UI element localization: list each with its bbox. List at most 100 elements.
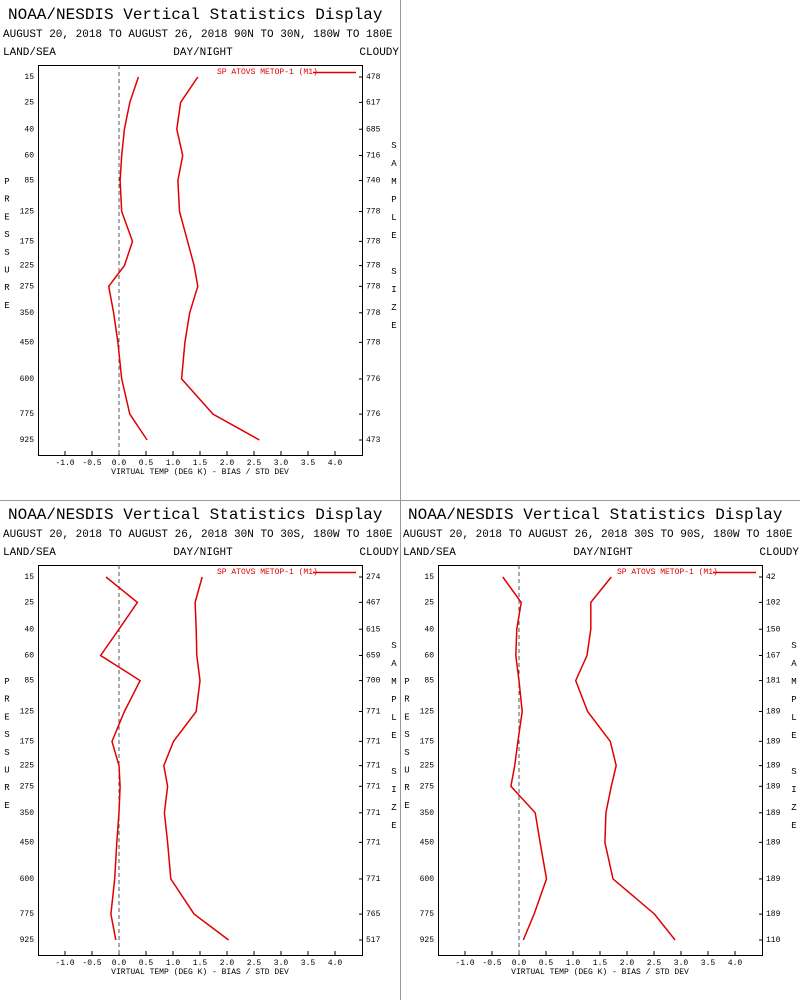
x-tick-label: 2.0 bbox=[620, 959, 635, 968]
y-tick-label: 60 bbox=[24, 652, 34, 661]
chart-subtitle: AUGUST 20, 2018 TO AUGUST 26, 2018 30S T… bbox=[403, 529, 793, 541]
y-tick-label: 15 bbox=[424, 573, 434, 582]
sample-size-label: 771 bbox=[366, 737, 381, 746]
sample-size-label: 685 bbox=[366, 125, 381, 134]
day-night-label: DAY/NIGHT bbox=[173, 547, 233, 559]
y-tick-label: 85 bbox=[24, 177, 34, 186]
sample-size-label: 778 bbox=[366, 262, 381, 271]
sample-size-label: 150 bbox=[766, 625, 781, 634]
x-tick-label: -0.5 bbox=[482, 959, 501, 968]
land-sea-label: LAND/SEA bbox=[3, 47, 56, 59]
sample-size-label: 473 bbox=[366, 436, 381, 445]
x-tick-label: 1.0 bbox=[566, 959, 581, 968]
y-tick-label: 15 bbox=[24, 73, 34, 82]
y-tick-label: 925 bbox=[20, 936, 35, 945]
x-axis-label: VIRTUAL TEMP (DEG K) - BIAS / STD DEV bbox=[111, 968, 289, 977]
plot-frame bbox=[38, 565, 363, 956]
x-tick-label: -0.5 bbox=[82, 459, 101, 468]
sample-size-label: 617 bbox=[366, 98, 381, 107]
sample-size-label: 189 bbox=[766, 809, 781, 818]
x-tick-label: 1.0 bbox=[166, 459, 181, 468]
y-tick-label: 175 bbox=[20, 237, 35, 246]
sample-size-label: 716 bbox=[366, 152, 381, 161]
sample-size-label: 778 bbox=[366, 237, 381, 246]
sample-size-label: 274 bbox=[366, 573, 381, 582]
day-night-label: DAY/NIGHT bbox=[573, 547, 633, 559]
y-tick-label: 600 bbox=[20, 375, 35, 384]
legend-label: SP ATOVS METOP-1 (M1) bbox=[217, 68, 318, 77]
sample-size-label: 181 bbox=[766, 677, 781, 686]
sample-size-label: 778 bbox=[366, 309, 381, 318]
sample-size-label: 771 bbox=[366, 782, 381, 791]
y-tick-label: 25 bbox=[24, 98, 34, 107]
x-tick-label: 0.0 bbox=[112, 459, 127, 468]
x-tick-label: 1.5 bbox=[193, 959, 208, 968]
sample-size-label: 517 bbox=[366, 936, 381, 945]
x-tick-label: -1.0 bbox=[455, 959, 474, 968]
x-tick-label: 0.0 bbox=[512, 959, 527, 968]
sample-size-label: 478 bbox=[366, 73, 381, 82]
y-tick-label: 85 bbox=[24, 677, 34, 686]
y-tick-label: 25 bbox=[24, 598, 34, 607]
x-tick-label: 3.0 bbox=[674, 959, 689, 968]
sample-size-label: 102 bbox=[766, 598, 781, 607]
y-tick-label: 60 bbox=[424, 652, 434, 661]
sample-size-label: 776 bbox=[366, 410, 381, 419]
x-tick-label: 3.0 bbox=[274, 959, 289, 968]
x-tick-label: 0.5 bbox=[539, 959, 554, 968]
sample-size-label: 771 bbox=[366, 809, 381, 818]
sample-size-label: 167 bbox=[766, 652, 781, 661]
y-tick-label: 925 bbox=[20, 436, 35, 445]
x-tick-label: 0.5 bbox=[139, 459, 154, 468]
y-tick-label: 40 bbox=[424, 625, 434, 634]
x-tick-label: 4.0 bbox=[328, 459, 343, 468]
sample-size-label: 659 bbox=[366, 652, 381, 661]
chart-subtitle: AUGUST 20, 2018 TO AUGUST 26, 2018 30N T… bbox=[3, 529, 393, 541]
sample-size-label: 765 bbox=[366, 910, 381, 919]
y-tick-label: 925 bbox=[420, 936, 435, 945]
chart-title: NOAA/NESDIS Vertical Statistics Display bbox=[8, 6, 383, 24]
y-tick-label: 450 bbox=[20, 338, 35, 347]
y-tick-label: 175 bbox=[20, 737, 35, 746]
sample-size-label: 467 bbox=[366, 598, 381, 607]
y-tick-label: 125 bbox=[20, 708, 35, 717]
sample-size-label: 771 bbox=[366, 708, 381, 717]
legend-label: SP ATOVS METOP-1 (M1) bbox=[217, 568, 318, 577]
x-tick-label: 3.0 bbox=[274, 459, 289, 468]
day-night-label: DAY/NIGHT bbox=[173, 47, 233, 59]
y-tick-label: 450 bbox=[420, 838, 435, 847]
y-tick-label: 60 bbox=[24, 152, 34, 161]
x-tick-label: 3.5 bbox=[301, 459, 316, 468]
x-tick-label: 1.5 bbox=[593, 959, 608, 968]
std-dev-line bbox=[176, 76, 260, 441]
y-tick-label: 275 bbox=[20, 782, 35, 791]
panel: NOAA/NESDIS Vertical Statistics Display A… bbox=[403, 506, 799, 977]
legend-label: SP ATOVS METOP-1 (M1) bbox=[617, 568, 718, 577]
y-tick-label: 775 bbox=[20, 910, 35, 919]
sample-size-label: 189 bbox=[766, 782, 781, 791]
cloudy-label: CLOUDY bbox=[359, 547, 399, 559]
x-tick-label: 1.0 bbox=[166, 959, 181, 968]
y-tick-label: 25 bbox=[424, 598, 434, 607]
std-dev-line bbox=[163, 576, 230, 941]
sample-size-label: 615 bbox=[366, 625, 381, 634]
x-tick-label: 2.5 bbox=[647, 959, 662, 968]
sample-size-label: 771 bbox=[366, 762, 381, 771]
y-tick-label: 350 bbox=[20, 309, 35, 318]
sample-size-label: 776 bbox=[366, 375, 381, 384]
y-tick-label: 125 bbox=[420, 708, 435, 717]
sample-size-label: 189 bbox=[766, 910, 781, 919]
y-tick-label: 275 bbox=[420, 782, 435, 791]
sample-size-label: 778 bbox=[366, 208, 381, 217]
y-tick-label: 40 bbox=[24, 625, 34, 634]
land-sea-label: LAND/SEA bbox=[403, 547, 456, 559]
x-tick-label: -0.5 bbox=[82, 959, 101, 968]
y-tick-label: 225 bbox=[20, 262, 35, 271]
x-tick-label: 2.5 bbox=[247, 959, 262, 968]
y-tick-label: 775 bbox=[20, 410, 35, 419]
y-tick-label: 85 bbox=[424, 677, 434, 686]
